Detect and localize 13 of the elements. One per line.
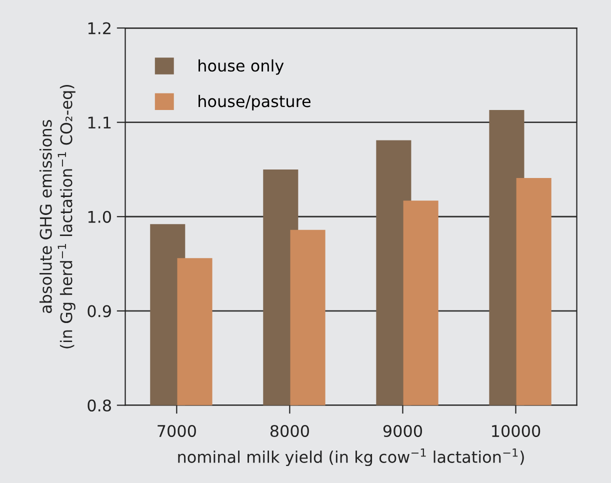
legend-label: house only bbox=[198, 59, 284, 75]
x-tick-label: 8000 bbox=[270, 424, 309, 438]
y-tick-label: 0.9 bbox=[88, 305, 111, 318]
x-tick-label: 7000 bbox=[158, 424, 196, 438]
x-tick-label: 10000 bbox=[492, 424, 540, 438]
y-axis-title: absolute GHG emissions (in Gg herd$^{−1}$ lactation$^{−1}$ CO₂-eq) bbox=[39, 84, 76, 348]
x-tick-label: 9000 bbox=[383, 424, 422, 438]
legend-label: house/pasture bbox=[198, 94, 310, 110]
y-tick-label: 1.0 bbox=[88, 210, 111, 223]
y-tick-label: 0.8 bbox=[88, 399, 111, 412]
y-tick-label: 1.1 bbox=[88, 116, 111, 128]
x-axis-title: nominal milk yield (in kg cow$^{−1}$ lactation$^{−1}$) bbox=[178, 448, 524, 466]
y-tick-label: 1.2 bbox=[88, 22, 110, 34]
